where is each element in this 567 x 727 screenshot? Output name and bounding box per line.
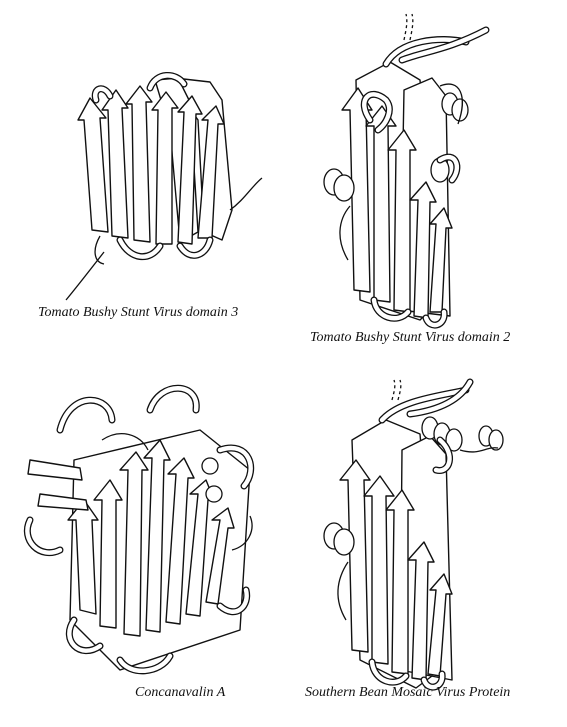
beta-strand-arrow-icon xyxy=(93,479,123,629)
beta-strand-arrow-icon xyxy=(125,85,153,243)
beta-strand-arrow-icon xyxy=(363,475,395,665)
loops xyxy=(339,13,490,329)
front-strands xyxy=(27,439,235,637)
beta-strand-arrow-icon xyxy=(387,129,417,313)
caption-sbmv-protein: Southern Bean Mosaic Virus Protein xyxy=(305,685,511,700)
beta-strand-arrow-icon xyxy=(385,489,415,675)
beta-strand-arrow-icon xyxy=(77,97,109,233)
caption-concanavalin-a: Concanavalin A xyxy=(135,685,226,700)
beta-strand-arrow-icon xyxy=(177,95,203,245)
ribbon-diagram-tbsv-domain-3 xyxy=(65,72,263,301)
beta-strand-arrow-icon xyxy=(339,459,371,653)
alpha-helix-icon xyxy=(488,429,504,451)
alpha-helix-icon xyxy=(333,528,355,556)
helices xyxy=(323,92,469,202)
metal-ions xyxy=(201,457,223,503)
beta-strand-arrow-icon xyxy=(151,91,179,245)
beta-strand-arrow-icon xyxy=(165,457,195,625)
alpha-helix-icon xyxy=(451,98,469,122)
alpha-helix-icon xyxy=(333,174,355,202)
loops xyxy=(23,384,255,675)
ribbon-diagram-concanavalin-a xyxy=(23,384,255,675)
beta-strand-arrow-icon xyxy=(143,439,171,633)
front-sheet xyxy=(77,85,225,245)
loops xyxy=(65,72,263,301)
ribbon-diagram-sbmv-protein xyxy=(323,378,504,691)
panel-tbsv-domain-3: Tomato Bushy Stunt Virus domain 3 xyxy=(0,0,290,330)
beta-strand-arrow-icon xyxy=(197,105,225,239)
loops xyxy=(337,378,499,691)
panel-sbmv-protein: Southern Bean Mosaic Virus Protein xyxy=(290,370,567,727)
ribbon-diagram-tbsv-domain-2 xyxy=(323,13,490,329)
beta-strand-arrow-icon xyxy=(67,499,99,615)
beta-strand-arrow-icon xyxy=(119,451,149,637)
helices xyxy=(323,416,504,556)
panel-concanavalin-a: Concanavalin A xyxy=(0,370,290,727)
beta-strand-arrow-icon xyxy=(409,181,437,319)
beta-strand-arrow-icon xyxy=(205,507,235,605)
alpha-helix-icon xyxy=(445,428,463,452)
beta-strand-arrow-icon xyxy=(101,89,129,239)
front-strands xyxy=(341,87,453,319)
beta-strand-arrow-icon xyxy=(407,541,435,681)
beta-strand-arrow-icon xyxy=(429,207,453,313)
panel-tbsv-domain-2: Tomato Bushy Stunt Virus domain 2 xyxy=(290,0,567,350)
caption-tbsv-domain-3: Tomato Bushy Stunt Virus domain 3 xyxy=(38,305,239,320)
caption-tbsv-domain-2: Tomato Bushy Stunt Virus domain 2 xyxy=(310,330,511,345)
front-strands xyxy=(339,459,453,681)
beta-strand-arrow-icon xyxy=(427,573,453,677)
